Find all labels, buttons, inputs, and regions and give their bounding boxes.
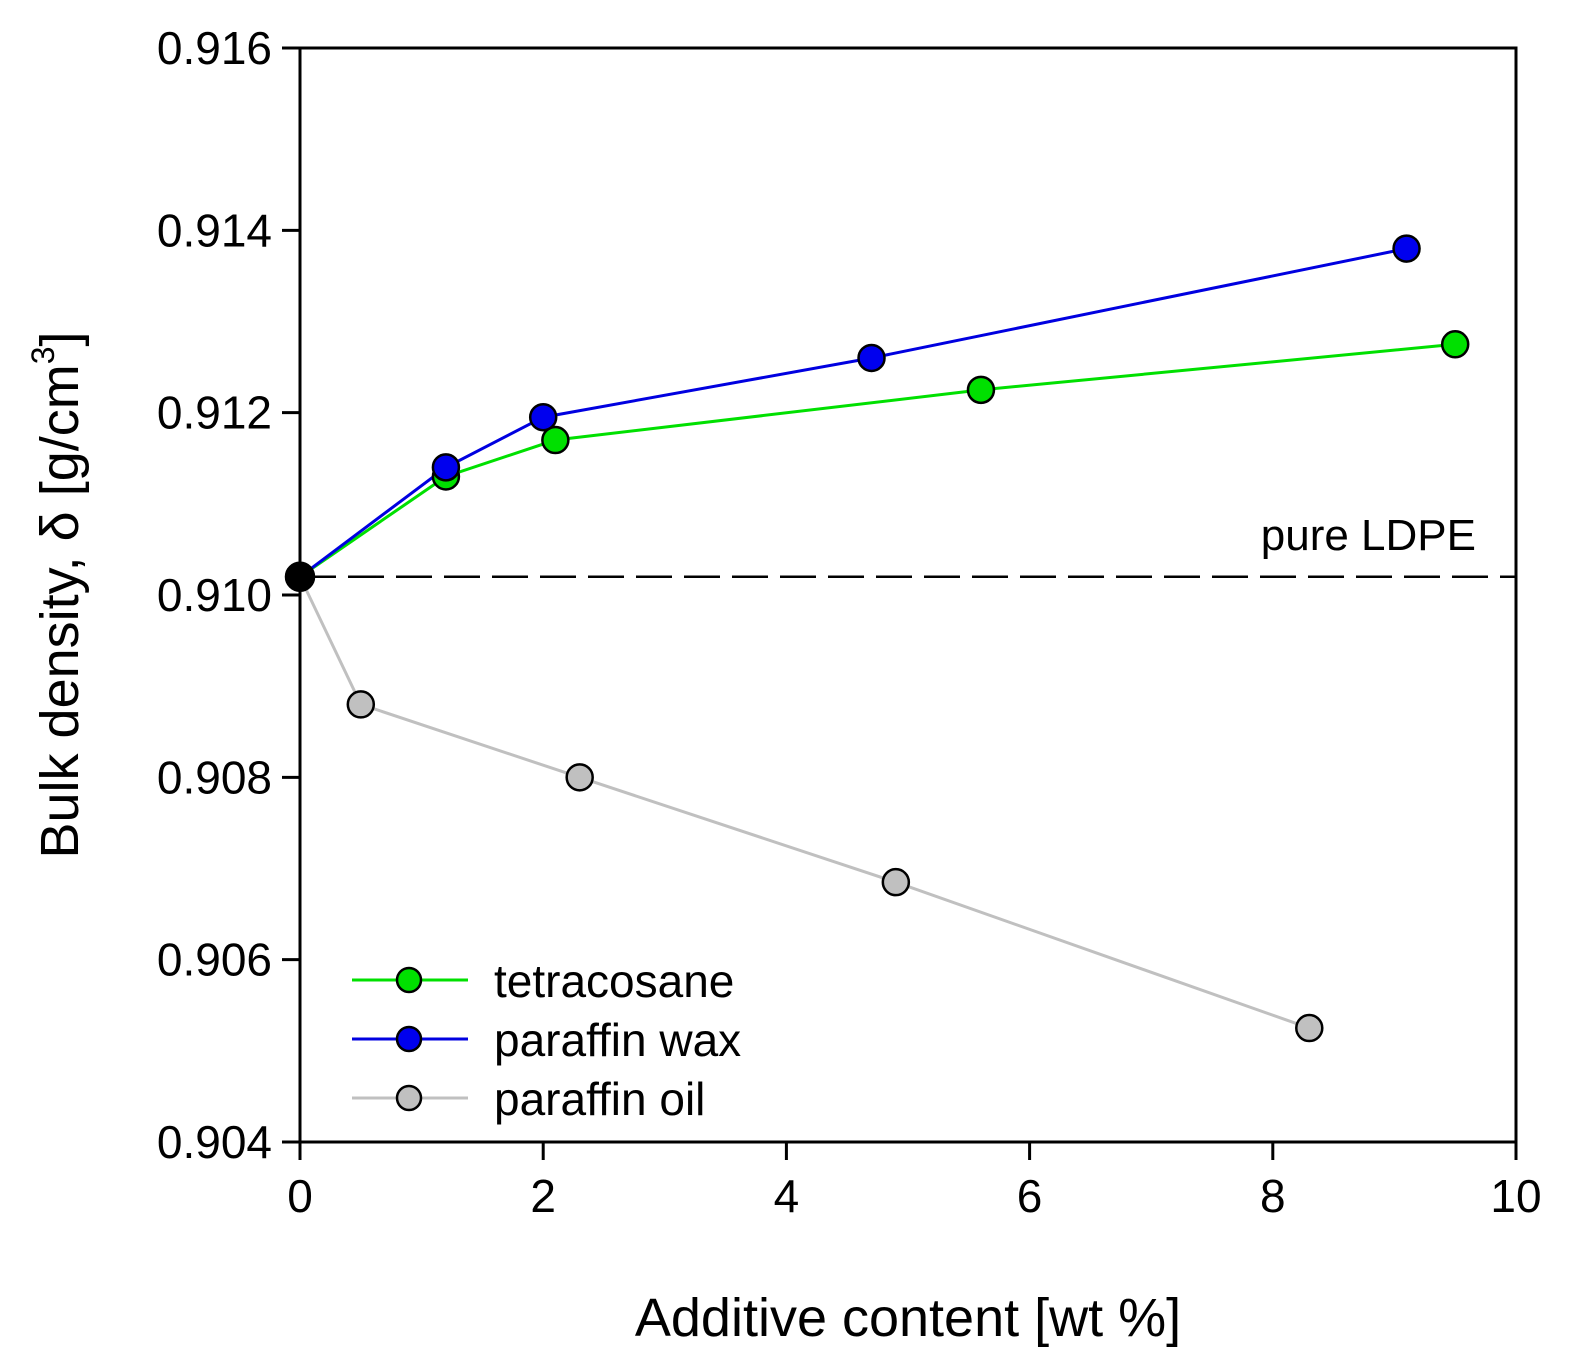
x-tick-label-6: 6 bbox=[1017, 1170, 1043, 1222]
y-tick-label-0.904: 0.904 bbox=[157, 1116, 272, 1168]
y-axis-ticks: 0.904 0.906 0.908 0.910 0.912 0.914 0.916 bbox=[157, 22, 300, 1168]
data-point-paraffin-wax-4 bbox=[1392, 234, 1421, 263]
y-axis-title: Bulk density, δ [g/cm3] bbox=[25, 331, 90, 858]
legend-label-paraffin-oil: paraffin oil bbox=[494, 1073, 705, 1125]
y-tick-label-0.908: 0.908 bbox=[157, 751, 272, 803]
y-tick-label-0.916: 0.916 bbox=[157, 22, 272, 74]
legend: tetracosane paraffin wax paraffin oil bbox=[352, 955, 741, 1125]
data-point-tetracosane-2 bbox=[541, 425, 570, 455]
data-point-paraffin-wax-1 bbox=[431, 453, 461, 482]
series-line-paraffin-wax bbox=[299, 247, 1407, 578]
x-axis-title: Additive content [wt %] bbox=[635, 1288, 1181, 1348]
legend-marker-paraffin-wax bbox=[395, 1025, 423, 1053]
y-axis-title-close: ] bbox=[30, 331, 90, 346]
pure-ldpe-point bbox=[284, 561, 316, 593]
series-line-paraffin-oil bbox=[298, 576, 1310, 1030]
legend-marker-tetracosane bbox=[395, 966, 423, 994]
y-axis-title-main: Bulk density, δ [g/cm bbox=[30, 364, 90, 858]
x-tick-label-10: 10 bbox=[1490, 1170, 1541, 1222]
y-axis-title-superscript: 3 bbox=[25, 346, 61, 364]
series-markers bbox=[346, 234, 1470, 1043]
y-tick-label-0.910: 0.910 bbox=[157, 569, 272, 621]
x-axis-ticks: 0 2 4 6 8 10 bbox=[287, 1142, 1542, 1222]
data-point-tetracosane-4 bbox=[1440, 330, 1470, 359]
legend-marker-paraffin-oil bbox=[395, 1084, 423, 1112]
x-tick-label-4: 4 bbox=[774, 1170, 800, 1222]
x-tick-label-0: 0 bbox=[287, 1170, 313, 1222]
plot-frame bbox=[298, 46, 1518, 1144]
pure-ldpe-label: pure LDPE bbox=[1261, 511, 1476, 560]
data-point-paraffin-oil-3 bbox=[881, 867, 911, 897]
legend-label-tetracosane: tetracosane bbox=[494, 955, 734, 1007]
data-point-paraffin-wax-2 bbox=[528, 402, 558, 432]
data-point-tetracosane-3 bbox=[966, 375, 996, 405]
data-point-paraffin-wax-3 bbox=[857, 343, 886, 373]
legend-label-paraffin-wax: paraffin wax bbox=[494, 1014, 741, 1066]
y-tick-label-0.914: 0.914 bbox=[157, 204, 272, 256]
y-tick-label-0.906: 0.906 bbox=[157, 934, 272, 986]
x-tick-label-2: 2 bbox=[530, 1170, 556, 1222]
data-point-paraffin-oil-1 bbox=[346, 690, 376, 719]
data-point-paraffin-oil-4 bbox=[1295, 1013, 1324, 1043]
data-point-paraffin-oil-2 bbox=[565, 763, 594, 792]
x-tick-label-8: 8 bbox=[1260, 1170, 1286, 1222]
y-tick-label-0.912: 0.912 bbox=[157, 387, 272, 439]
